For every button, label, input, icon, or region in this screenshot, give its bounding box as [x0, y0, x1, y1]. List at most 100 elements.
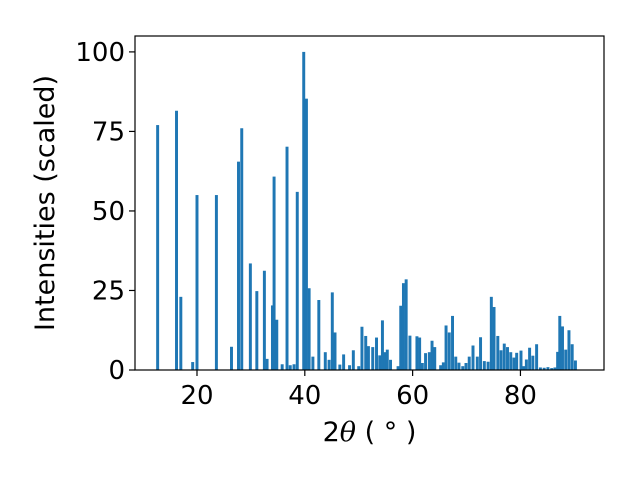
bar [396, 366, 400, 370]
bar [302, 51, 306, 371]
y-tick-label: 50 [92, 197, 125, 227]
x-tick-label: 40 [288, 381, 321, 411]
bar [404, 279, 408, 370]
bar [439, 365, 443, 370]
bar [357, 366, 361, 370]
bar [378, 355, 382, 370]
bar [327, 359, 331, 370]
bar [467, 356, 471, 370]
bar [570, 344, 574, 370]
bar [248, 263, 252, 370]
bar [506, 347, 509, 370]
bar [195, 195, 199, 370]
bar [538, 367, 542, 370]
bar [499, 350, 503, 370]
bar [399, 305, 403, 370]
bar [496, 335, 500, 370]
bar [550, 368, 554, 370]
y-tick-label: 25 [92, 276, 125, 306]
bar [333, 332, 337, 370]
bar [285, 146, 289, 370]
bar [295, 191, 299, 370]
bar [375, 337, 378, 370]
bar [430, 340, 434, 370]
bar [275, 319, 279, 370]
bar [424, 353, 428, 370]
bar [272, 176, 276, 370]
bar [366, 346, 370, 370]
bar [471, 345, 475, 370]
bar [451, 315, 454, 370]
bar [317, 300, 321, 370]
bar [307, 288, 311, 370]
bar [360, 326, 364, 370]
bar [348, 365, 352, 370]
bar [292, 364, 296, 370]
bar [444, 325, 448, 370]
bar [401, 283, 405, 370]
bar [441, 362, 445, 370]
x-tick-label: 20 [180, 381, 213, 411]
bar [464, 363, 468, 370]
bar [561, 326, 564, 370]
bar [479, 337, 483, 370]
bar [304, 98, 308, 370]
bar [389, 359, 392, 370]
bar [380, 320, 384, 370]
bar [492, 307, 496, 370]
bar [553, 367, 557, 370]
y-tick-label: 100 [75, 38, 125, 68]
bar [270, 305, 274, 370]
bar [330, 292, 334, 370]
x-axis-label: 2θ ( ° ) [323, 417, 417, 448]
bar [323, 352, 327, 370]
plot-area-frame [134, 35, 605, 371]
bar [364, 335, 368, 370]
bar [531, 355, 535, 370]
bar [240, 128, 244, 370]
bar [457, 362, 461, 370]
bar [535, 344, 539, 370]
bar [489, 296, 493, 370]
bar [175, 110, 178, 370]
bar [461, 366, 465, 370]
bar [265, 358, 269, 370]
bar [522, 366, 526, 370]
bar [288, 365, 292, 370]
y-axis-ticks: 0 25 50 75 100 [75, 38, 135, 386]
bar [351, 350, 355, 370]
x-tick-label: 80 [504, 381, 537, 411]
x-axis-label-unit: ( ° ) [356, 417, 416, 448]
x-axis-ticks: 20 40 60 80 [180, 370, 537, 411]
x-axis-label-prefix: 2 [323, 417, 340, 448]
bar [556, 351, 560, 370]
bar [558, 315, 562, 370]
bar [338, 364, 342, 370]
x-tick-label: 60 [396, 381, 429, 411]
bar [385, 349, 389, 370]
bar [546, 367, 550, 370]
bar [524, 359, 528, 370]
bar [383, 352, 387, 370]
bar [237, 161, 240, 370]
bar [512, 357, 516, 370]
bar [156, 125, 160, 370]
bar [515, 352, 519, 370]
bar [230, 346, 233, 370]
bar [509, 352, 513, 370]
x-axis-label-theta: θ [340, 417, 356, 448]
bar [420, 363, 424, 370]
bar [567, 330, 571, 370]
bar [564, 349, 568, 370]
bar-series [156, 51, 577, 371]
bar [528, 347, 532, 370]
bar [418, 337, 422, 370]
bar [371, 347, 375, 370]
y-tick-label: 75 [92, 117, 125, 147]
bar [482, 361, 486, 370]
bar [486, 361, 490, 370]
bar [311, 356, 315, 370]
bar [179, 296, 183, 370]
